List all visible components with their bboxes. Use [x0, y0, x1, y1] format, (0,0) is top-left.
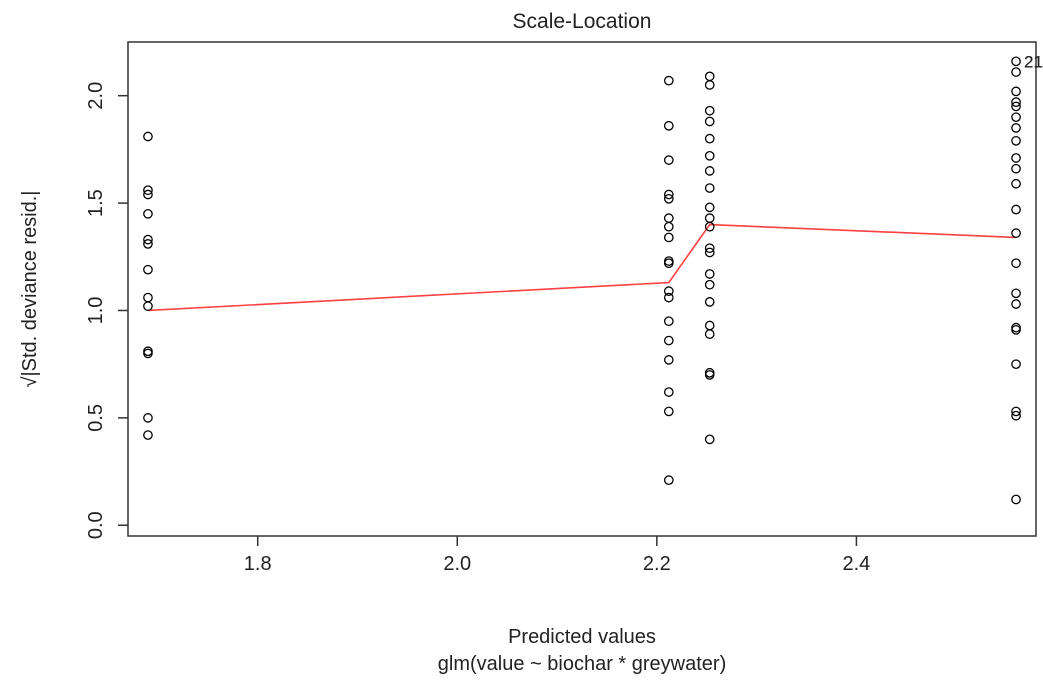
x-axis-label: Predicted values — [508, 626, 656, 648]
residual-point — [663, 286, 674, 296]
y-tick-label: 1.0 — [85, 297, 107, 325]
residual-point — [1011, 67, 1021, 77]
residual-point — [1011, 406, 1021, 417]
residual-point — [704, 243, 715, 254]
residual-point — [1011, 228, 1021, 239]
residual-point — [1011, 153, 1021, 163]
residual-point — [1011, 56, 1021, 67]
residual-point — [704, 329, 715, 339]
residual-point — [143, 301, 153, 312]
residual-point — [1011, 204, 1021, 215]
x-tick-label: 2.2 — [643, 553, 671, 575]
residual-point — [143, 413, 153, 423]
residual-point — [704, 105, 715, 116]
residual-point — [663, 355, 674, 365]
point-id-label: 212 — [1024, 52, 1043, 71]
smooth-line-layer — [147, 223, 1017, 312]
residual-point — [663, 258, 674, 269]
y-tick-label: 2.0 — [85, 82, 107, 110]
point-id-label: 212 — [1024, 52, 1043, 71]
residual-point — [1011, 359, 1021, 370]
residual-point — [1011, 288, 1021, 299]
residual-point — [704, 116, 715, 127]
residual-point — [704, 150, 715, 161]
residual-point — [704, 320, 715, 331]
residual-point — [704, 297, 715, 307]
residual-point — [704, 370, 715, 380]
residual-point — [663, 189, 674, 200]
residual-point — [143, 292, 153, 303]
residual-point — [704, 279, 715, 290]
residual-point — [1011, 299, 1021, 309]
residual-point — [1011, 86, 1021, 97]
residual-point — [704, 183, 715, 193]
x-tick-label: 2.4 — [842, 553, 870, 575]
residual-point — [1011, 410, 1021, 421]
residual-point — [663, 387, 674, 397]
residual-point — [143, 208, 153, 219]
residual-point — [1011, 324, 1021, 335]
residual-point — [663, 292, 674, 303]
residual-point — [143, 131, 153, 142]
residual-point — [663, 475, 674, 486]
x-tick-label: 1.8 — [244, 553, 272, 575]
residual-point — [1011, 123, 1021, 133]
residual-point — [143, 189, 153, 200]
residual-point — [663, 316, 674, 327]
residual-point — [1011, 97, 1021, 107]
residual-point — [704, 213, 715, 223]
y-tick-label: 0.0 — [85, 511, 107, 539]
y-axis: 0.0 0.5 1.0 1.5 2.0 — [85, 82, 128, 539]
residual-point — [663, 213, 674, 223]
residual-point — [143, 239, 153, 249]
residual-points-layer — [143, 56, 1021, 505]
chart-title: Scale-Location — [513, 10, 652, 33]
residual-point — [704, 221, 715, 232]
residual-point — [663, 193, 674, 204]
y-tick-label: 0.5 — [85, 404, 107, 432]
residual-point — [704, 247, 715, 258]
residual-point — [1011, 258, 1021, 269]
loess-smooth-line — [147, 223, 1017, 312]
residual-point — [663, 232, 674, 243]
x-axis: 1.8 2.0 2.2 2.4 — [244, 536, 870, 575]
residual-point — [143, 430, 153, 440]
y-axis-label: √|Std. deviance resid.| — [19, 190, 41, 387]
residual-point — [663, 335, 674, 346]
residual-point — [663, 155, 674, 165]
residual-point — [143, 348, 153, 359]
residual-point — [143, 234, 153, 245]
residual-point — [143, 185, 153, 196]
residual-point — [1011, 112, 1021, 123]
residual-point — [704, 202, 715, 213]
residual-point — [143, 264, 153, 275]
residual-point — [1011, 163, 1021, 174]
x-tick-label: 2.0 — [443, 553, 471, 575]
residual-point — [663, 221, 674, 232]
residual-point — [1011, 178, 1021, 189]
residual-point — [1011, 494, 1021, 505]
residual-point — [704, 269, 715, 279]
residual-point — [704, 71, 715, 82]
residual-point — [704, 166, 715, 176]
model-formula-label: glm(value ~ biochar * greywater) — [438, 653, 726, 675]
residual-point — [704, 434, 715, 445]
residual-point — [663, 120, 674, 131]
residual-point — [704, 133, 715, 144]
residual-point — [663, 406, 674, 417]
residual-point — [704, 80, 715, 90]
point-label-layer: 212212 — [1024, 52, 1043, 71]
residual-point — [1011, 101, 1021, 112]
residual-point — [663, 75, 674, 86]
residual-point — [1011, 135, 1021, 146]
plot-frame — [127, 41, 1037, 537]
y-tick-label: 1.5 — [85, 189, 107, 217]
